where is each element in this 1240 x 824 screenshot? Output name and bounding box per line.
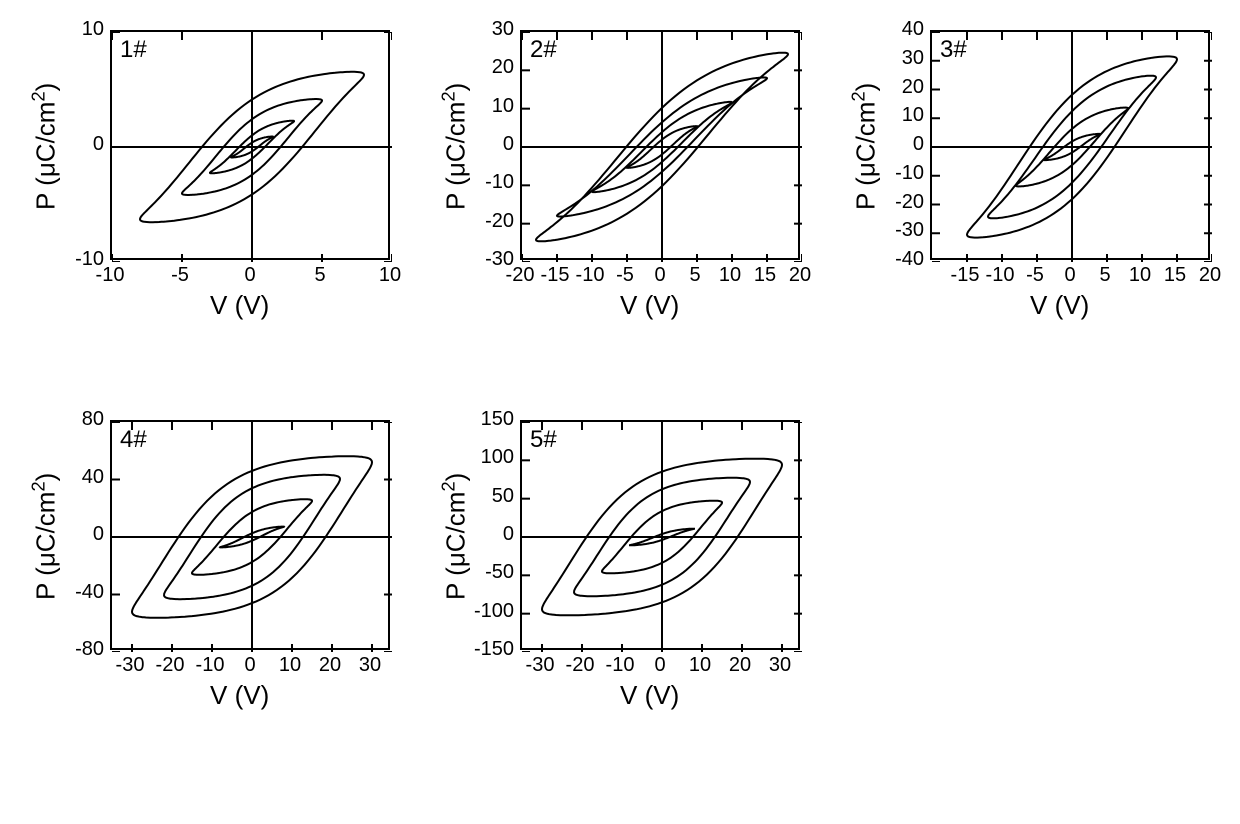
x-tick-label: -20 (150, 654, 190, 677)
y-axis-label: P (μC/cm2) (29, 456, 62, 616)
plot-frame (930, 30, 1210, 260)
x-tick-label: -10 (980, 264, 1020, 287)
x-tick-label: -5 (1015, 264, 1055, 287)
x-tick-label: 0 (640, 264, 680, 287)
x-axis-label: V (V) (210, 290, 269, 321)
x-tick-label: 5 (300, 264, 340, 287)
x-tick-label: -10 (600, 654, 640, 677)
plot-svg (522, 422, 802, 652)
panel-tag: 2# (530, 36, 557, 64)
x-tick-label: 20 (720, 654, 760, 677)
y-axis-label: P (μC/cm2) (439, 456, 472, 616)
x-tick-label: 0 (640, 654, 680, 677)
x-tick-label: 20 (310, 654, 350, 677)
y-tick-label: -10 (895, 162, 924, 185)
y-tick-label: 40 (902, 18, 924, 41)
chart-panel: -10-50510-10010V (V)P (μC/cm2)1# (20, 20, 410, 350)
x-tick-label: 10 (370, 264, 410, 287)
y-tick-label: 10 (492, 95, 514, 118)
chart-panel: -15-10-505101520-40-30-20-10010203040V (… (840, 20, 1230, 350)
y-tick-label: 0 (503, 133, 514, 156)
y-tick-label: 150 (481, 408, 514, 431)
y-tick-label: -150 (474, 638, 514, 661)
y-tick-label: -40 (895, 248, 924, 271)
x-tick-label: 15 (745, 264, 785, 287)
chart-panel: -30-20-100102030-80-4004080V (V)P (μC/cm… (20, 410, 410, 740)
x-tick-label: -5 (605, 264, 645, 287)
x-axis-label: V (V) (1030, 290, 1089, 321)
panel-tag: 5# (530, 426, 557, 454)
x-tick-label: -5 (160, 264, 200, 287)
y-axis-label: P (μC/cm2) (439, 66, 472, 226)
x-tick-label: 0 (230, 264, 270, 287)
x-tick-label: 5 (1085, 264, 1125, 287)
y-tick-label: -10 (75, 248, 104, 271)
panel-tag: 3# (940, 36, 967, 64)
y-tick-label: 30 (492, 18, 514, 41)
y-tick-label: 100 (481, 446, 514, 469)
y-axis-label: P (μC/cm2) (29, 66, 62, 226)
x-tick-label: 20 (1190, 264, 1230, 287)
plot-frame (110, 420, 390, 650)
y-tick-label: -30 (895, 219, 924, 242)
x-tick-label: -20 (560, 654, 600, 677)
y-tick-label: -30 (485, 248, 514, 271)
y-tick-label: 20 (492, 56, 514, 79)
chart-panel: -20-15-10-505101520-30-20-100102030V (V)… (430, 20, 820, 350)
y-tick-label: -20 (895, 191, 924, 214)
plot-svg (112, 32, 392, 262)
x-tick-label: 10 (680, 654, 720, 677)
plot-svg (112, 422, 392, 652)
y-tick-label: 0 (503, 523, 514, 546)
y-tick-label: 20 (902, 76, 924, 99)
plot-frame (520, 420, 800, 650)
plot-frame (520, 30, 800, 260)
x-tick-label: -30 (520, 654, 560, 677)
y-tick-label: 0 (93, 133, 104, 156)
plot-svg (932, 32, 1212, 262)
y-tick-label: 50 (492, 485, 514, 508)
y-tick-label: -20 (485, 210, 514, 233)
y-tick-label: 0 (913, 133, 924, 156)
panel-tag: 4# (120, 426, 147, 454)
x-tick-label: 0 (230, 654, 270, 677)
y-tick-label: -80 (75, 638, 104, 661)
y-tick-label: -40 (75, 581, 104, 604)
y-tick-label: 10 (82, 18, 104, 41)
x-tick-label: 5 (675, 264, 715, 287)
x-tick-label: 15 (1155, 264, 1195, 287)
x-tick-label: -30 (110, 654, 150, 677)
x-tick-label: -10 (570, 264, 610, 287)
x-tick-label: 20 (780, 264, 820, 287)
y-tick-label: 30 (902, 47, 924, 70)
plot-frame (110, 30, 390, 260)
y-tick-label: 0 (93, 523, 104, 546)
chart-panel: -30-20-100102030-150-100-50050100150V (V… (430, 410, 820, 740)
y-tick-label: -10 (485, 171, 514, 194)
x-tick-label: -15 (945, 264, 985, 287)
y-tick-label: -50 (485, 561, 514, 584)
x-axis-label: V (V) (620, 290, 679, 321)
panel-tag: 1# (120, 36, 147, 64)
y-tick-label: 40 (82, 466, 104, 489)
y-tick-label: -100 (474, 600, 514, 623)
x-tick-label: 0 (1050, 264, 1090, 287)
x-tick-label: 10 (1120, 264, 1160, 287)
x-tick-label: -10 (190, 654, 230, 677)
plot-svg (522, 32, 802, 262)
x-axis-label: V (V) (620, 680, 679, 711)
y-tick-label: 80 (82, 408, 104, 431)
x-tick-label: 30 (760, 654, 800, 677)
x-tick-label: 30 (350, 654, 390, 677)
y-tick-label: 10 (902, 104, 924, 127)
x-axis-label: V (V) (210, 680, 269, 711)
x-tick-label: 10 (710, 264, 750, 287)
x-tick-label: 10 (270, 654, 310, 677)
y-axis-label: P (μC/cm2) (849, 66, 882, 226)
x-tick-label: -15 (535, 264, 575, 287)
